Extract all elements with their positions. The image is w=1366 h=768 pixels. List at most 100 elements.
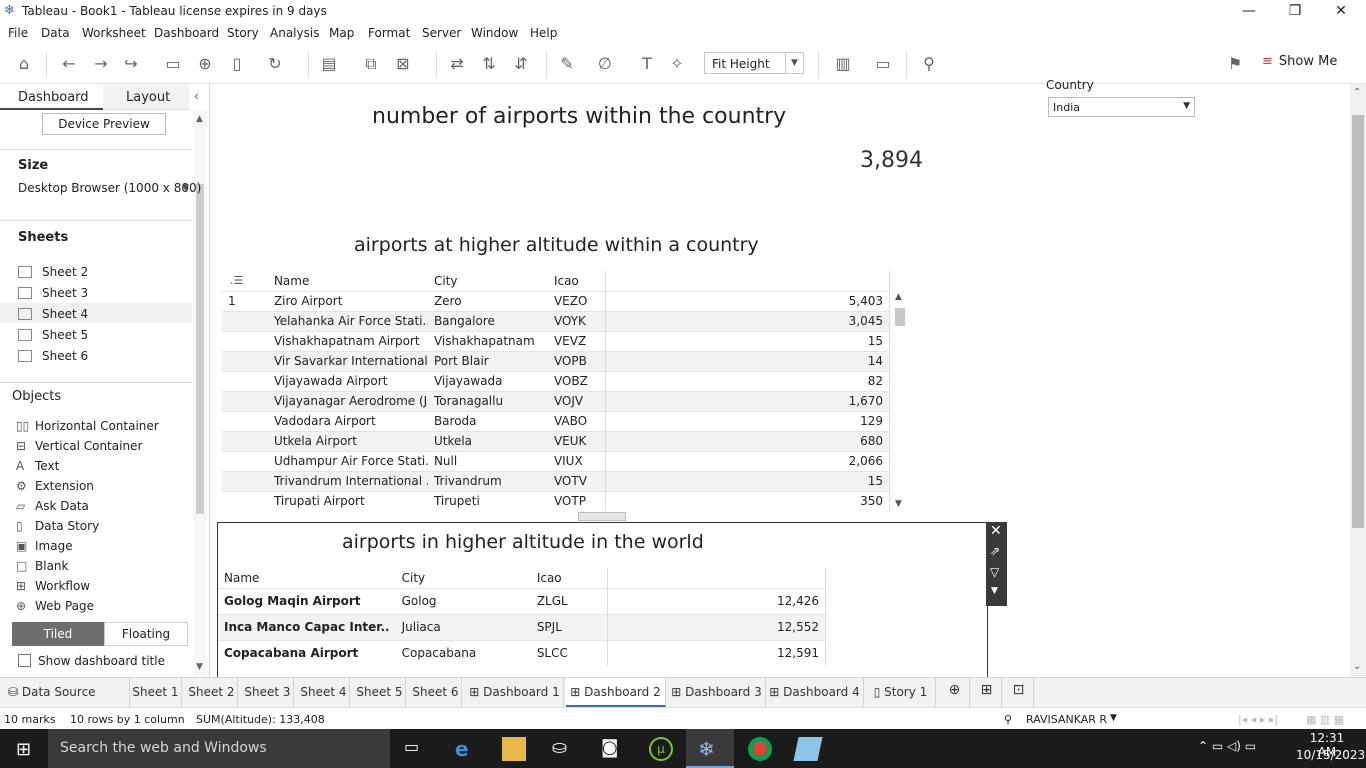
undo-icon[interactable]: ←: [62, 54, 76, 73]
scroll-down-icon[interactable]: ▼: [895, 499, 902, 509]
show-mark-labels-icon[interactable]: T: [642, 54, 652, 73]
highlight-icon[interactable]: ✎: [560, 54, 574, 73]
tab-dashboard-1[interactable]: ⊞ Dashboard 1: [466, 678, 564, 707]
fix-axes-icon[interactable]: ✧: [670, 54, 684, 73]
tab-layout[interactable]: Layout: [103, 84, 189, 110]
go-to-sheet-icon[interactable]: ⇗: [990, 544, 1001, 558]
table-row[interactable]: Vijayanagar Aerodrome (J.. Toranagallu VOJ…: [222, 391, 890, 411]
tab-sheet-3[interactable]: Sheet 3: [242, 678, 294, 707]
menu-format[interactable]: Format: [368, 26, 411, 40]
user-chevron-down-icon[interactable]: ▼: [1110, 713, 1117, 723]
sort-descending-icon[interactable]: ⇵: [514, 54, 528, 73]
scroll-thumb[interactable]: [1352, 115, 1364, 528]
task-view-icon[interactable]: ▭: [404, 737, 420, 756]
tab-sheet-2[interactable]: Sheet 2: [186, 678, 238, 707]
sheet-item-2[interactable]: Sheet 2: [18, 265, 88, 279]
tableau-taskbar-icon[interactable]: ❄: [698, 737, 715, 761]
table-row[interactable]: Yelahanka Air Force Stati.. Bangalore VOYK…: [222, 311, 890, 331]
presentation-mode-icon[interactable]: ▭: [875, 54, 891, 73]
refresh-icon[interactable]: ↻: [268, 54, 282, 73]
more-options-icon[interactable]: ▼: [991, 586, 998, 596]
tab-sheet-4[interactable]: Sheet 4: [298, 678, 350, 707]
swap-rows-columns-icon[interactable]: ⇄: [450, 54, 464, 73]
sheet-item-5[interactable]: Sheet 5: [18, 328, 88, 342]
menu-data[interactable]: Data: [41, 26, 70, 40]
menu-dashboard[interactable]: Dashboard: [154, 26, 220, 40]
table-row[interactable]: 1 Ziro Airport Zero VEZO 5,403: [222, 291, 890, 311]
menu-help[interactable]: Help: [530, 26, 558, 40]
utorrent-icon[interactable]: µ: [649, 737, 673, 761]
chrome-icon[interactable]: [748, 737, 772, 761]
share-icon[interactable]: ⚲: [923, 54, 935, 73]
redo-icon[interactable]: →: [94, 54, 108, 73]
sheet-item-6[interactable]: Sheet 6: [18, 349, 88, 363]
canvas-scrollbar[interactable]: ⌃ ⌄: [1350, 84, 1366, 677]
use-as-filter-icon[interactable]: ▽: [990, 565, 1000, 579]
tab-dashboard-3[interactable]: ⊞ Dashboard 3: [668, 678, 766, 707]
panel-scrollbar[interactable]: ▲ ▼: [193, 110, 207, 677]
size-chevron-down-icon[interactable]: ▼: [182, 183, 189, 193]
replay-icon[interactable]: ↪: [124, 54, 138, 73]
remove-sheet-icon[interactable]: ✕: [990, 523, 1002, 539]
scroll-up-icon[interactable]: ⌃: [1353, 87, 1362, 98]
sort-ascending-icon[interactable]: ⇅: [482, 54, 496, 73]
save-icon[interactable]: ▭: [165, 54, 181, 73]
object-ask-data[interactable]: ▱ Ask Data: [16, 499, 89, 513]
system-tray-icons[interactable]: ⌃ ▭ ◁) ▭: [1198, 739, 1257, 753]
header-city[interactable]: City: [433, 273, 458, 288]
duplicate-sheet-icon[interactable]: ⧉: [365, 54, 377, 73]
new-worksheet-icon[interactable]: ▤: [321, 54, 337, 73]
scroll-up-icon[interactable]: ▲: [895, 292, 902, 302]
table-row[interactable]: Vir Savarkar International.. Port Blair VO…: [222, 351, 890, 371]
object-text[interactable]: A Text: [16, 459, 59, 473]
scroll-thumb[interactable]: [895, 308, 905, 326]
file-explorer-icon[interactable]: [502, 737, 526, 761]
scroll-down-icon[interactable]: ⌄: [1353, 661, 1362, 672]
object-extension[interactable]: ⚙ Extension: [16, 479, 94, 493]
table-row[interactable]: Udhampur Air Force Stati.. Null VIUX 2,066: [222, 451, 890, 471]
header-city[interactable]: City: [401, 570, 426, 585]
show-title-checkbox[interactable]: [18, 654, 31, 667]
object-web-page[interactable]: ⊕ Web Page: [16, 599, 94, 613]
table-row[interactable]: Inca Manco Capac Inter.. Juliaca SPJL 12,55…: [218, 614, 826, 640]
tab-dashboard[interactable]: Dashboard: [0, 84, 103, 110]
tab-dashboard-2[interactable]: ⊞ Dashboard 2: [566, 678, 666, 707]
fit-dropdown[interactable]: Fit Height ▼: [704, 52, 804, 74]
menu-analysis[interactable]: Analysis: [270, 26, 320, 40]
show-cards-icon[interactable]: ▥: [835, 54, 851, 73]
menu-file[interactable]: File: [8, 26, 29, 40]
tiled-toggle[interactable]: Tiled: [12, 622, 104, 646]
camera-icon[interactable]: ◙: [601, 737, 619, 758]
table-row[interactable]: Vijayawada Airport Vijayawada VOBZ 82: [222, 371, 890, 391]
new-story-icon[interactable]: ⊡: [1004, 678, 1034, 707]
menu-worksheet[interactable]: Worksheet: [82, 26, 146, 40]
table-row[interactable]: Vadodara Airport Baroda VABO 129: [222, 411, 890, 431]
menu-story[interactable]: Story: [227, 26, 259, 40]
table-row[interactable]: Copacabana Airport Copacabana SLCC 12,591: [218, 640, 826, 666]
new-dashboard-icon[interactable]: ⊞: [972, 678, 1002, 707]
new-data-source-icon[interactable]: ⊕: [198, 54, 212, 73]
format-painter-icon[interactable]: ⚑: [1227, 54, 1243, 73]
object-horizontal-container[interactable]: ▯▯ Horizontal Container: [16, 419, 159, 433]
device-preview-button[interactable]: Device Preview: [42, 113, 166, 135]
close-window-button[interactable]: ✕: [1335, 3, 1347, 19]
object-workflow[interactable]: ⊞ Workflow: [16, 579, 90, 593]
table-row[interactable]: Tirupati Airport Tirupeti VOTP 350: [222, 491, 890, 511]
header-icao[interactable]: Icao: [530, 568, 609, 588]
size-dropdown[interactable]: Desktop Browser (1000 x 800): [18, 181, 202, 195]
show-me-button[interactable]: ≡ Show Me: [1262, 54, 1337, 69]
group-members-icon[interactable]: ∅: [598, 54, 612, 73]
pause-updates-icon[interactable]: ▯: [232, 54, 242, 73]
tab-sheet-6[interactable]: Sheet 6: [410, 678, 462, 707]
maximize-button[interactable]: ❐: [1288, 3, 1302, 19]
tab-dashboard-4[interactable]: ⊞ Dashboard 4: [766, 678, 864, 707]
menu-server[interactable]: Server: [422, 26, 462, 40]
scroll-thumb[interactable]: [196, 184, 204, 514]
table1-scrollbar[interactable]: ▲ ▼: [893, 292, 907, 511]
sort-icon[interactable]: .☰: [230, 274, 244, 287]
country-filter-dropdown[interactable]: India ▼: [1048, 97, 1195, 117]
tab-story-1[interactable]: ▯ Story 1: [866, 678, 936, 707]
sheet-item-3[interactable]: Sheet 3: [18, 286, 88, 300]
scroll-up-icon[interactable]: ▲: [196, 114, 203, 124]
table-row[interactable]: Vishakhapatnam Airport Vishakhapatnam VEVZ…: [222, 331, 890, 351]
